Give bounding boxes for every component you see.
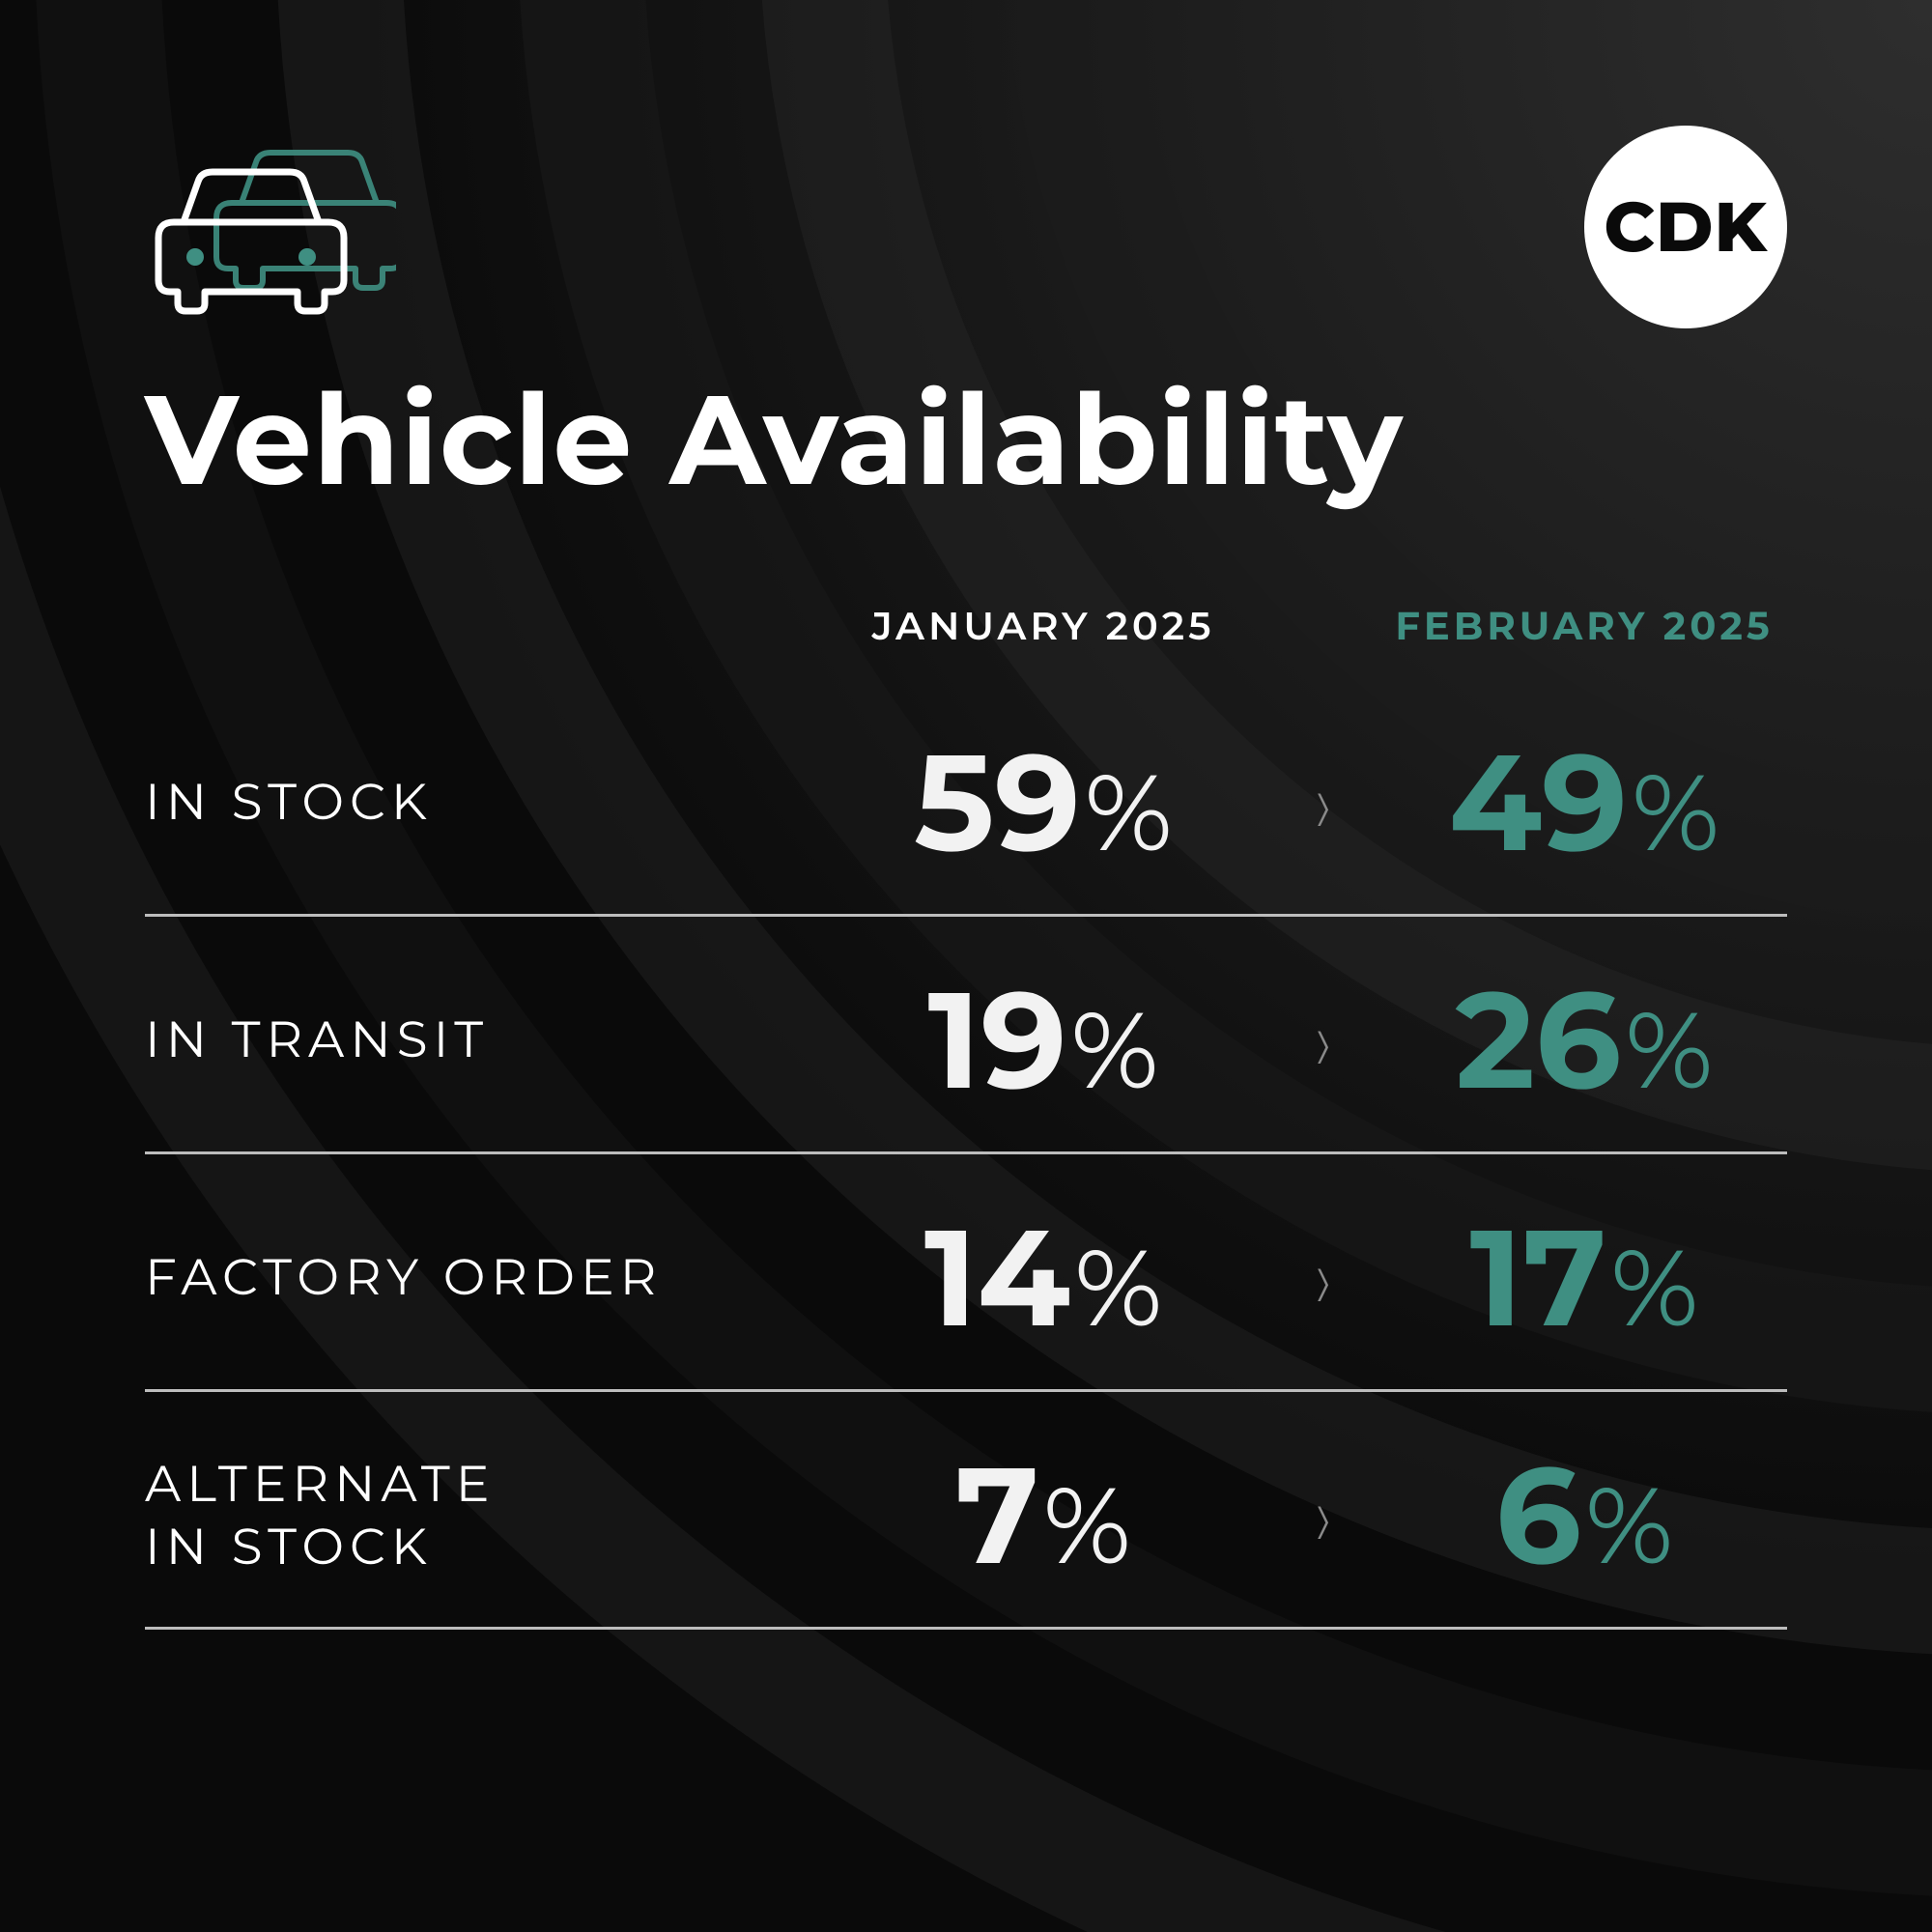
value-period-b: 6% — [1381, 1433, 1787, 1598]
row-label: IN TRANSIT — [145, 1009, 821, 1071]
table-row: IN STOCK59%›49% — [145, 679, 1787, 917]
table-row: ALTERNATE IN STOCK7%›6% — [145, 1392, 1787, 1630]
chevron-right-icon: › — [1265, 750, 1381, 855]
value-period-b: 49% — [1381, 720, 1787, 885]
value-period-a: 7% — [821, 1433, 1265, 1598]
chevron-right-icon: › — [1265, 1225, 1381, 1330]
row-label: ALTERNATE IN STOCK — [145, 1453, 821, 1578]
chevron-right-icon: › — [1265, 987, 1381, 1093]
row-label: FACTORY ORDER — [145, 1246, 821, 1309]
page-title: Vehicle Availability — [145, 362, 1787, 516]
value-period-a: 14% — [821, 1195, 1265, 1360]
table-row: IN TRANSIT19%›26% — [145, 917, 1787, 1154]
data-table: IN STOCK59%›49%IN TRANSIT19%›26%FACTORY … — [145, 679, 1787, 1630]
value-period-a: 19% — [821, 957, 1265, 1122]
header-period-b: FEBRUARY 2025 — [1381, 603, 1787, 650]
brand-badge: CDK — [1584, 126, 1787, 328]
column-headers: JANUARY 2025 FEBRUARY 2025 — [145, 603, 1787, 650]
value-period-a: 59% — [821, 720, 1265, 885]
cars-icon — [145, 135, 1787, 324]
table-row: FACTORY ORDER14%›17% — [145, 1154, 1787, 1392]
chevron-right-icon: › — [1265, 1463, 1381, 1568]
header-period-a: JANUARY 2025 — [821, 603, 1265, 650]
brand-text: CDK — [1604, 185, 1767, 270]
value-period-b: 17% — [1381, 1195, 1787, 1360]
value-period-b: 26% — [1381, 957, 1787, 1122]
row-label: IN STOCK — [145, 771, 821, 834]
